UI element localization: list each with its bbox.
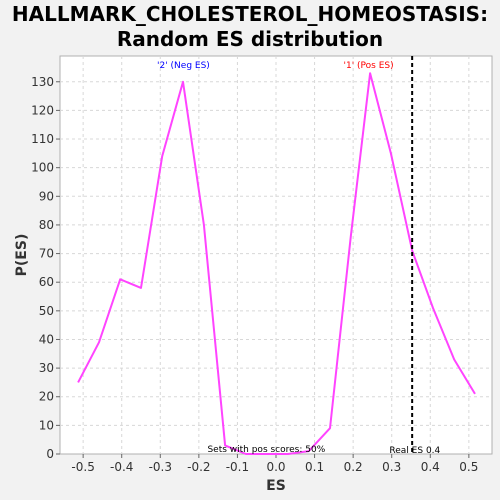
x-tick-label: -0.5	[71, 460, 94, 474]
y-axis-title: P(ES)	[14, 234, 30, 277]
y-tick-label: 10	[39, 418, 54, 432]
grid-lines	[60, 56, 492, 454]
x-tick-label: -0.1	[226, 460, 249, 474]
real-es-annotation: Real ES 0.4	[389, 446, 440, 456]
y-tick-label: 80	[39, 218, 54, 232]
neg-es-label: '2' (Neg ES)	[157, 61, 210, 71]
axes: 0 10 20 30 40 50 60 70 80 90 100 110 120 130 -0.5 -0.4 -…	[31, 75, 478, 474]
pos-es-label: '1' (Pos ES)	[344, 61, 394, 71]
series-layer	[77, 72, 476, 455]
y-tick-label: 60	[39, 275, 54, 289]
chart-title-line-1: HALLMARK_CHOLESTEROL_HOMEOSTASIS:	[11, 2, 489, 26]
x-tick-label: 0.5	[459, 460, 478, 474]
x-axis-title: ES	[266, 478, 286, 494]
x-tick-label: -0.3	[149, 460, 172, 474]
series-line	[77, 72, 476, 455]
chart-title-line-2: Random ES distribution	[116, 27, 384, 51]
y-tick-label: 70	[39, 247, 54, 261]
x-tick-label: 0.2	[344, 460, 363, 474]
y-tick-label: 0	[46, 447, 54, 461]
x-tick-label: 0.4	[421, 460, 440, 474]
x-tick-label: 0.3	[382, 460, 401, 474]
y-tick-label: 50	[39, 304, 54, 318]
y-tick-label: 20	[39, 390, 54, 404]
y-tick-label: 40	[39, 332, 54, 346]
x-tick-label: -0.2	[187, 460, 210, 474]
y-tick-label: 120	[31, 103, 54, 117]
x-tick-label: 0.0	[266, 460, 285, 474]
y-tick-label: 110	[31, 132, 54, 146]
y-tick-label: 90	[39, 189, 54, 203]
pos-scores-annotation: Sets with pos scores: 50%	[207, 445, 325, 455]
y-tick-label: 100	[31, 161, 54, 175]
y-tick-label: 130	[31, 75, 54, 89]
y-tick-label: 30	[39, 361, 54, 375]
x-tick-label: -0.4	[110, 460, 133, 474]
x-tick-label: 0.1	[305, 460, 324, 474]
